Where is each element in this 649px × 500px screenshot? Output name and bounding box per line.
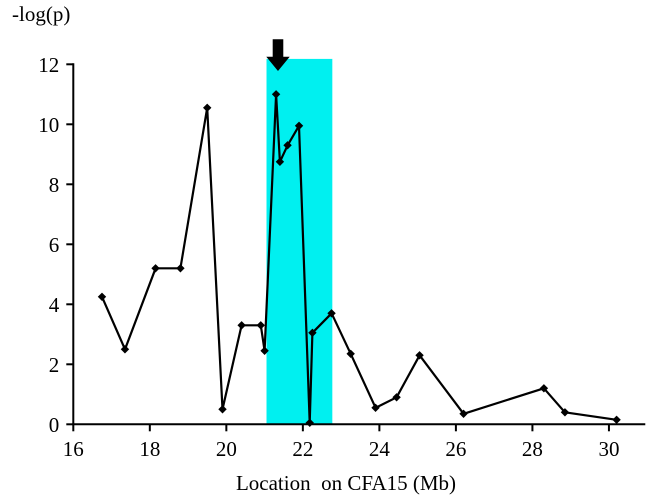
data-point-marker xyxy=(218,405,227,414)
data-point-marker xyxy=(275,157,285,166)
down-arrow-annotation xyxy=(266,39,290,71)
data-point-marker xyxy=(151,264,160,273)
data-point-marker xyxy=(308,328,317,337)
data-point-marker xyxy=(612,415,621,424)
y-tick-label: 10 xyxy=(38,113,59,137)
x-tick-label: 28 xyxy=(522,437,543,461)
data-point-marker xyxy=(392,393,401,402)
data-point-marker xyxy=(237,321,246,330)
data-point-marker xyxy=(203,103,212,112)
data-point-marker xyxy=(459,409,468,418)
data-point-marker xyxy=(271,90,281,99)
x-tick-label: 30 xyxy=(598,437,619,461)
y-tick-label: 4 xyxy=(49,293,60,317)
series-line xyxy=(100,93,617,424)
x-tick-label: 24 xyxy=(369,437,391,461)
data-point-marker xyxy=(294,121,304,130)
y-tick-label: 2 xyxy=(49,353,60,377)
x-tick-label: 26 xyxy=(445,437,466,461)
data-point-marker xyxy=(97,292,107,301)
data-point-marker xyxy=(256,321,265,330)
data-point-marker xyxy=(260,346,269,355)
y-tick-label: 0 xyxy=(49,413,60,437)
data-point-marker xyxy=(305,418,314,427)
x-tick-label: 20 xyxy=(216,437,237,461)
x-tick-label: 22 xyxy=(292,437,313,461)
data-point-marker xyxy=(283,141,292,150)
data-point-marker xyxy=(539,384,549,393)
data-point-marker xyxy=(560,408,570,417)
x-tick-label: 16 xyxy=(63,437,84,461)
data-point-marker xyxy=(120,345,130,354)
data-point-marker xyxy=(176,264,185,273)
y-tick-label: 6 xyxy=(49,233,60,257)
x-axis-title: Location on CFA15 (Mb) xyxy=(235,471,457,495)
y-tick-label: 12 xyxy=(38,53,59,77)
data-point-marker xyxy=(346,349,355,358)
y-tick-label: 8 xyxy=(49,173,60,197)
data-point-marker xyxy=(415,351,424,360)
data-point-marker xyxy=(327,309,336,318)
data-point-marker xyxy=(371,403,380,412)
y-axis-title: -log(p) xyxy=(12,2,71,26)
x-tick-label: 18 xyxy=(139,437,160,461)
